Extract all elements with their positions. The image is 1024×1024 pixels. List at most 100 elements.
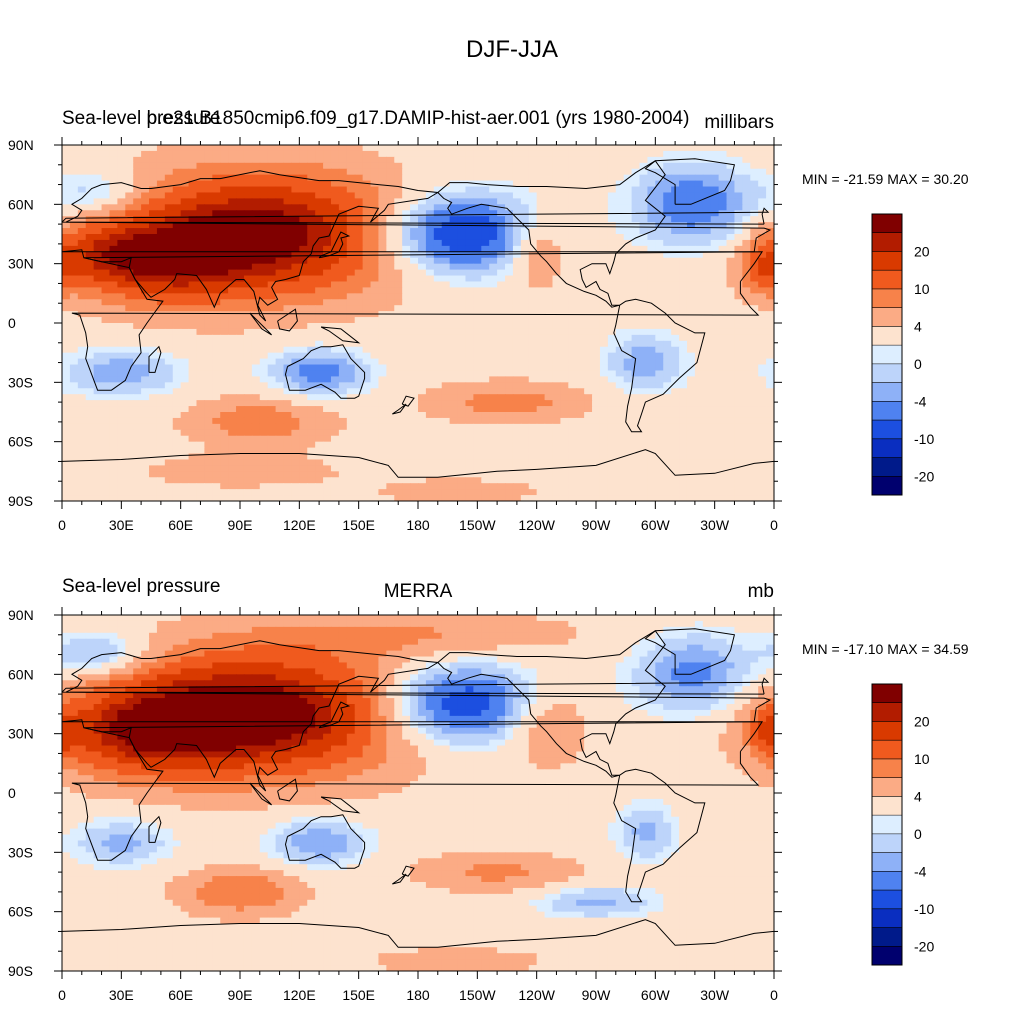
field-cell [133,423,142,431]
field-cell [560,156,569,164]
field-cell [85,228,95,235]
field-cell [584,251,593,259]
field-cell [742,234,751,241]
field-cell [663,328,672,336]
field-cell [323,245,332,253]
field-cell [188,364,198,372]
field-cell [552,245,561,253]
field-cell [457,192,467,199]
field-cell [449,150,459,158]
field-cell [133,180,142,188]
field-cell [212,412,221,419]
field-cell [544,168,554,176]
field-cell [93,275,103,283]
field-cell [220,150,229,158]
field-cell [172,340,182,348]
field-cell [62,441,71,449]
field-cell [592,198,601,205]
field-cell [141,198,150,205]
field-cell [133,388,142,395]
field-cell [299,239,308,247]
field-cell [378,162,387,170]
field-cell [394,447,403,455]
field-cell [742,334,751,342]
field-cell [449,400,459,407]
field-cell [299,370,308,377]
field-cell [592,340,601,348]
field-cell [655,239,664,247]
field-cell [85,168,95,176]
field-cell [394,435,403,443]
field-cell [188,311,198,318]
field-cell [552,465,561,472]
field-cell [528,388,538,395]
field-cell [69,412,79,419]
field-cell [489,352,498,360]
field-cell [607,352,617,360]
field-cell [330,180,340,188]
field-cell [584,412,593,419]
field-cell [299,364,308,372]
field-cell [370,417,380,425]
field-cell [425,317,435,324]
field-cell [291,465,300,472]
field-cell [323,281,332,288]
field-cell [520,435,530,443]
field-cell [101,423,111,431]
field-cell [710,210,720,217]
field-cell [370,453,380,461]
field-cell [307,311,316,318]
field-cell [473,340,482,348]
field-cell [330,269,340,277]
field-cell [283,305,293,312]
field-cell [410,239,419,247]
field-cell [718,334,728,342]
field-cell [671,257,680,265]
field-cell [346,145,356,152]
field-cell [718,198,728,205]
field-cell [315,370,324,377]
field-cell [512,429,522,437]
field-cell [647,429,656,437]
field-cell [552,423,561,431]
field-cell [489,358,498,366]
field-cell [354,465,364,472]
field-cell [69,198,79,205]
field-cell [109,376,118,383]
field-cell [291,198,300,205]
field-cell [259,257,269,265]
field-cell [180,394,190,401]
field-cell [180,311,190,318]
field-cell [77,210,87,217]
field-cell [702,198,712,205]
field-cell [671,340,680,348]
field-cell [425,204,435,211]
field-cell [330,186,340,194]
field-cell [702,346,712,354]
field-cell [204,311,213,318]
field-cell [599,317,609,324]
field-cell [149,465,158,472]
field-cell [180,406,190,413]
field-cell [576,162,585,170]
field-cell [156,406,166,413]
field-cell [204,412,213,419]
field-cell [433,263,443,271]
field-cell [568,150,577,158]
field-cell [243,168,253,176]
field-cell [410,305,419,312]
field-cell [228,245,237,253]
field-cell [686,293,696,300]
field-cell [236,156,245,164]
field-cell [315,459,324,466]
field-cell [362,423,372,431]
field-cell [410,435,419,443]
field-cell [243,453,253,461]
field-cell [433,441,443,449]
field-cell [441,234,451,241]
field-cell [552,453,561,461]
field-cell [133,263,142,271]
field-cell [758,186,767,194]
field-cell [196,370,205,377]
field-cell [489,376,498,383]
